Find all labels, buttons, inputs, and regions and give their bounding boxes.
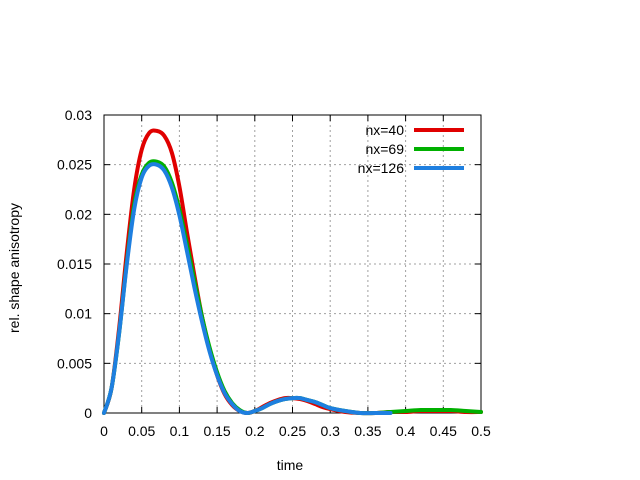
x-tick-label: 0 xyxy=(100,423,108,439)
x-tick-label: 0.5 xyxy=(471,423,491,439)
series-group xyxy=(102,128,483,416)
y-tick-label: 0.005 xyxy=(57,355,92,371)
x-tick-label: 0.45 xyxy=(430,423,457,439)
x-tick-label: 0.1 xyxy=(170,423,190,439)
x-axis-label: time xyxy=(277,457,304,473)
legend-label: nx=69 xyxy=(365,141,404,157)
legend-label: nx=126 xyxy=(358,160,405,176)
y-tick-label: 0.015 xyxy=(57,256,92,272)
y-tick-label: 0.02 xyxy=(65,206,92,222)
x-tick-label: 0.4 xyxy=(396,423,416,439)
series-line-nx-126 xyxy=(102,162,393,416)
grid xyxy=(104,115,481,413)
x-tick-label: 0.35 xyxy=(354,423,381,439)
x-tick-label: 0.3 xyxy=(320,423,340,439)
y-axis-label: rel. shape anisotropy xyxy=(6,203,22,333)
y-tick-label: 0 xyxy=(84,405,92,421)
y-tick-label: 0.01 xyxy=(65,306,92,322)
y-tick-label: 0.025 xyxy=(57,157,92,173)
legend: nx=40 nx=69 nx=126 xyxy=(358,122,464,176)
x-tick-label: 0.2 xyxy=(245,423,265,439)
y-tick-label: 0.03 xyxy=(65,107,92,123)
x-tick-label: 0.25 xyxy=(279,423,306,439)
x-tick-label: 0.05 xyxy=(128,423,155,439)
legend-label: nx=40 xyxy=(365,122,404,138)
x-tick-label: 0.15 xyxy=(203,423,230,439)
axis-ticks: 0 0.05 0.1 0.15 0.2 0.25 0.3 0.35 0.4 0.45 0.5 0 0.0… xyxy=(57,107,491,439)
